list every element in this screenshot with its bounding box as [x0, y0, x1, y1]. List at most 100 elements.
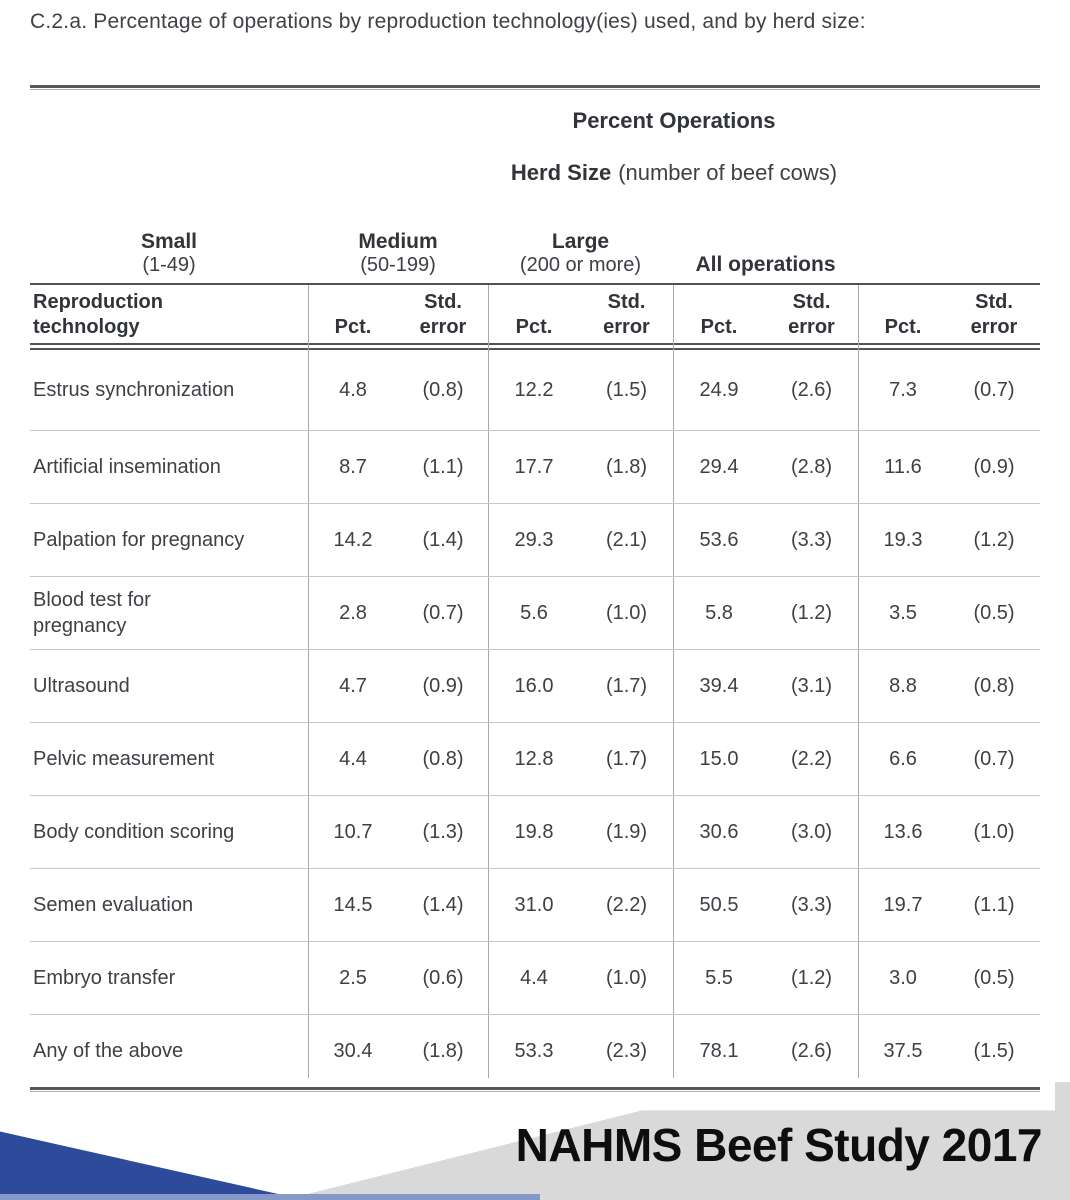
- std-error-cell: (0.7): [973, 378, 1015, 401]
- std-error-cell: (0.5): [973, 601, 1015, 624]
- header-bottom-rule: [30, 343, 1040, 350]
- table-row: Any of the above 30.4 (1.8) 53.3 (2.3) 78.1 (…: [30, 1015, 1040, 1087]
- std-error-cell: (0.5): [973, 966, 1015, 989]
- pct-cell: 10.7: [333, 820, 373, 843]
- pct-cell: 11.6: [884, 455, 922, 478]
- std-error-cell: (1.2): [790, 601, 833, 624]
- pct-cell: 12.2: [514, 378, 554, 401]
- pct-cell: 3.5: [889, 601, 917, 624]
- pct-cell: 6.6: [889, 747, 917, 770]
- table-caption: Percent Operations: [572, 108, 776, 133]
- std-error-cell: (1.0): [605, 966, 648, 989]
- pct-cell: 2.5: [339, 966, 367, 989]
- table-row: Body condition scoring 10.7 (1.3) 19.8 (1.9…: [30, 796, 1040, 869]
- pct-cell: 4.4: [520, 966, 548, 989]
- std-error-cell: (0.8): [422, 747, 464, 770]
- page-title: C.2.a. Percentage of operations by repro…: [30, 10, 866, 33]
- std-error-cell: (0.8): [973, 674, 1015, 697]
- pct-cell: 14.5: [333, 893, 373, 916]
- pct-cell: 7.3: [889, 378, 917, 401]
- std-error-cell: (0.8): [422, 378, 464, 401]
- group-range: (1-49): [142, 254, 196, 277]
- std-error-cell: (2.1): [605, 528, 648, 551]
- column-divider: [858, 283, 859, 1078]
- column-divider: [673, 283, 674, 1078]
- std-error-cell: (1.7): [605, 674, 648, 697]
- std-error-cell: (3.3): [790, 528, 833, 551]
- table-bottom-rule: [30, 1087, 1040, 1092]
- pct-header: Pct.: [334, 316, 372, 338]
- column-divider: [488, 283, 489, 1078]
- std-error-cell: (1.2): [973, 528, 1015, 551]
- table-row: Blood test for pregnancy 2.8 (0.7) 5.6 (1.0…: [30, 577, 1040, 650]
- herd-size-subtitle: Herd Size (number of beef cows): [308, 160, 1040, 186]
- group-header-cell: Small (1-49): [30, 230, 308, 280]
- std-error-cell: (1.0): [605, 601, 648, 624]
- pct-cell: 53.3: [514, 1039, 554, 1062]
- pct-cell: 8.8: [889, 674, 917, 697]
- row-label: Any of the above: [33, 1040, 184, 1062]
- footer: NAHMS Beef Study 2017: [0, 1082, 1070, 1200]
- std-error-cell: (1.9): [605, 820, 648, 843]
- pct-cell: 13.6: [883, 820, 923, 843]
- column-header-row: Reproduction technology Pct. Std. error Pc…: [30, 283, 1040, 343]
- row-label: Embryo transfer: [33, 967, 176, 989]
- std-error-cell: (1.3): [422, 820, 464, 843]
- std-error-cell: (2.2): [790, 747, 833, 770]
- pct-cell: 3.0: [889, 966, 917, 989]
- pct-cell: 4.4: [339, 747, 367, 770]
- table-row: Embryo transfer 2.5 (0.6) 4.4 (1.0) 5.5 (1.2)…: [30, 942, 1040, 1015]
- pct-cell: 2.8: [339, 601, 367, 624]
- std-error-cell: (1.0): [973, 820, 1015, 843]
- std-error-cell: (1.1): [973, 893, 1015, 916]
- pct-cell: 5.5: [705, 966, 733, 989]
- pct-cell: 29.4: [699, 455, 739, 478]
- pct-header: Pct.: [884, 316, 922, 338]
- std-error-cell: (1.5): [973, 1039, 1015, 1062]
- pct-cell: 19.8: [514, 820, 554, 843]
- std-error-header: Std. error: [419, 291, 467, 338]
- std-error-cell: (0.7): [422, 601, 464, 624]
- std-error-header: Std. error: [970, 291, 1018, 338]
- table-row: Palpation for pregnancy 14.2 (1.4) 29.3 (2.…: [30, 504, 1040, 577]
- group-header-cell: All operations: [673, 253, 858, 280]
- pct-cell: 30.4: [333, 1039, 373, 1062]
- group-header-row: Small (1-49) Medium (50-199) Large (200 …: [30, 212, 1040, 280]
- row-label: Blood test for pregnancy: [33, 589, 151, 637]
- std-error-cell: (1.4): [422, 528, 464, 551]
- table-row: Estrus synchronization 4.8 (0.8) 12.2 (1.5)…: [30, 350, 1040, 431]
- row-label: Semen evaluation: [33, 894, 194, 916]
- group-name: Large: [551, 229, 610, 253]
- row-label: Artificial insemination: [33, 456, 221, 478]
- table-row: Semen evaluation 14.5 (1.4) 31.0 (2.2) 50.5 (…: [30, 869, 1040, 942]
- std-error-cell: (2.8): [790, 455, 833, 478]
- std-error-cell: (1.5): [605, 378, 648, 401]
- std-error-cell: (0.7): [973, 747, 1015, 770]
- std-error-cell: (3.3): [790, 893, 833, 916]
- std-error-cell: (0.9): [422, 674, 464, 697]
- std-error-cell: (2.6): [790, 1039, 833, 1062]
- pct-cell: 16.0: [514, 674, 554, 697]
- group-name: Medium: [358, 229, 438, 253]
- footer-blue-strip: [0, 1194, 540, 1200]
- std-error-cell: (2.3): [605, 1039, 648, 1062]
- std-error-cell: (3.1): [790, 674, 833, 697]
- pct-cell: 39.4: [699, 674, 739, 697]
- group-name: Small: [140, 229, 198, 253]
- group-range: (200 or more): [519, 254, 642, 277]
- pct-cell: 37.5: [883, 1039, 923, 1062]
- pct-cell: 78.1: [699, 1039, 739, 1062]
- std-error-header: Std. error: [603, 291, 650, 338]
- pct-cell: 5.8: [705, 601, 733, 624]
- std-error-cell: (1.8): [605, 455, 648, 478]
- row-label: Ultrasound: [33, 675, 130, 697]
- column-divider: [308, 283, 309, 1078]
- std-error-cell: (0.6): [422, 966, 464, 989]
- group-header-cell: Large (200 or more): [488, 230, 673, 280]
- pct-header: Pct.: [700, 316, 738, 338]
- pct-cell: 30.6: [699, 820, 739, 843]
- row-label: Estrus synchronization: [33, 379, 235, 401]
- std-error-cell: (1.1): [422, 455, 464, 478]
- pct-cell: 14.2: [333, 528, 373, 551]
- pct-cell: 31.0: [514, 893, 554, 916]
